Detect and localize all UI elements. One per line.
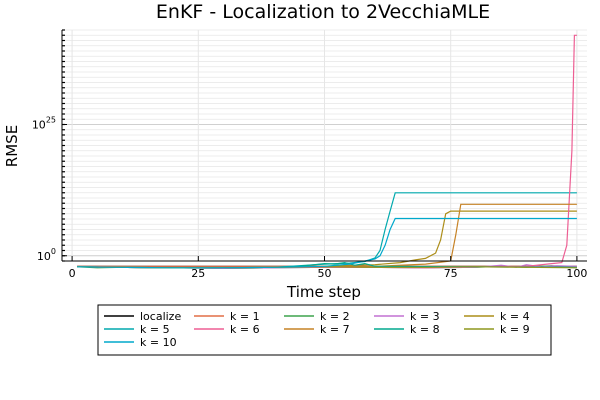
legend-item: k = 3 [374,310,440,323]
legend-label: k = 10 [140,336,177,349]
x-tick-label: 75 [444,267,458,280]
legend-label: k = 7 [320,323,350,336]
y-ticks: 100 1025 [32,29,67,263]
legend-item: k = 6 [194,323,260,336]
legend-label: k = 5 [140,323,170,336]
x-tick-label: 100 [566,267,587,280]
legend-item: k = 10 [104,336,177,349]
legend-label: localize [140,310,181,323]
legend-item: k = 4 [464,310,530,323]
grid [62,29,587,262]
legend-box [97,304,552,356]
legend-label: k = 9 [500,323,530,336]
legend-label: k = 1 [230,310,260,323]
x-ticks: 0 25 50 75 100 [69,256,587,280]
legend-label: k = 3 [410,310,440,323]
x-tick-label: 0 [69,267,76,280]
legend-item: k = 7 [284,323,350,336]
series-layer [77,34,577,270]
legend-label: k = 6 [230,323,260,336]
legend-item: k = 5 [104,323,170,336]
legend: localize k = 1 k = 2 k = 3 k = 4 k = 5 k = 6 k … [97,304,552,356]
chart-title: EnKF - Localization to 2VecchiaMLE [156,1,490,23]
y-axis-label: RMSE [3,125,21,167]
legend-item: k = 8 [374,323,440,336]
y-tick-label: 100 [37,247,56,263]
legend-label: k = 8 [410,323,440,336]
legend-item: k = 2 [284,310,350,323]
x-tick-label: 25 [191,267,205,280]
x-tick-label: 50 [318,267,332,280]
x-axis-label: Time step [286,283,361,301]
legend-item: localize [104,310,181,323]
legend-item: k = 1 [194,310,260,323]
y-tick-label: 1025 [32,116,56,132]
legend-item: k = 9 [464,323,530,336]
legend-label: k = 2 [320,310,350,323]
series-line-k-10 [77,217,577,269]
legend-label: k = 4 [500,310,530,323]
